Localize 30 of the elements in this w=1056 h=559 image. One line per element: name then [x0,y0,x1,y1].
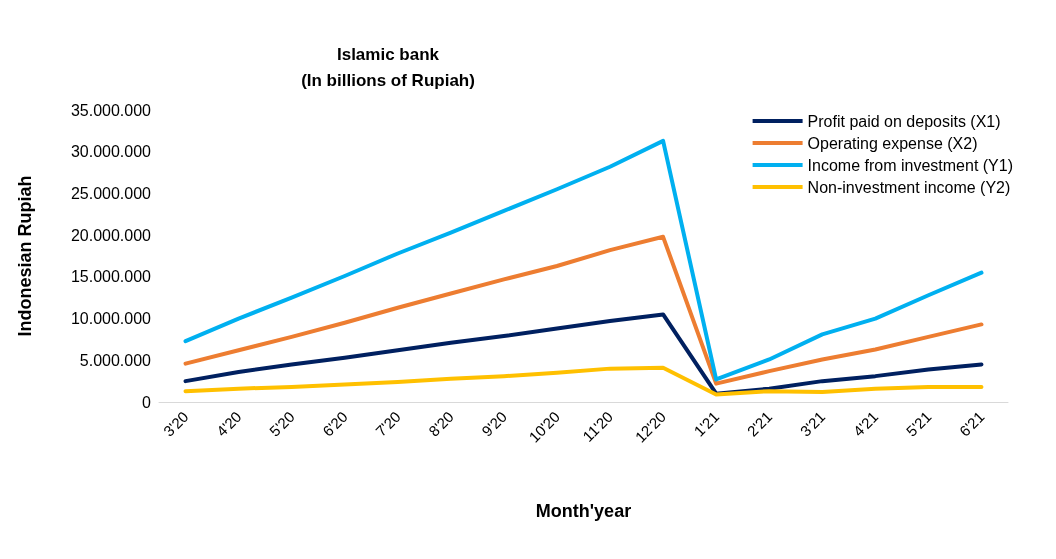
y-tick-label: 35.000.000 [70,101,152,119]
y-tick-label: 10.000.000 [70,310,152,328]
x-tick-label: 1'21 [690,407,723,440]
x-tick-label: 9'20 [478,407,510,440]
line-series [183,234,984,386]
chart-title: Islamic bank (In billions of Rupiah) [301,44,475,90]
x-tick-label: 6'20 [319,407,351,440]
legend-label: Non-investment income (Y2) [807,178,1011,196]
x-tick-label: 4'20 [212,407,245,440]
x-tick-label: 6'21 [955,407,988,440]
y-tick-label: 15.000.000 [70,268,152,286]
x-axis-title: Month'year [535,501,632,521]
x-tick-label: 4'21 [849,407,882,440]
legend-label: Profit paid on deposits (X1) [807,112,1001,130]
line-series [183,365,984,397]
x-tick-label: 7'20 [372,407,404,440]
legend-label: Operating expense (X2) [807,134,978,152]
y-tick-label: 5.000.000 [79,351,152,369]
x-tick-label: 2'21 [743,407,776,440]
y-tick-label: 0 [142,393,152,411]
y-tick-label: 30.000.000 [70,143,152,161]
x-tick-label: 8'20 [425,407,457,440]
x-tick-label: 3'20 [159,407,192,440]
x-tick-label: 5'20 [265,407,298,440]
y-tick-label: 25.000.000 [70,184,152,202]
legend-label: Income from investment (Y1) [807,156,1014,174]
y-tick-label: 20.000.000 [70,226,152,244]
x-tick-label: 3'21 [796,407,829,440]
y-axis-title: Indonesian Rupiah [15,175,35,337]
x-tick-label: 5'21 [902,407,935,440]
